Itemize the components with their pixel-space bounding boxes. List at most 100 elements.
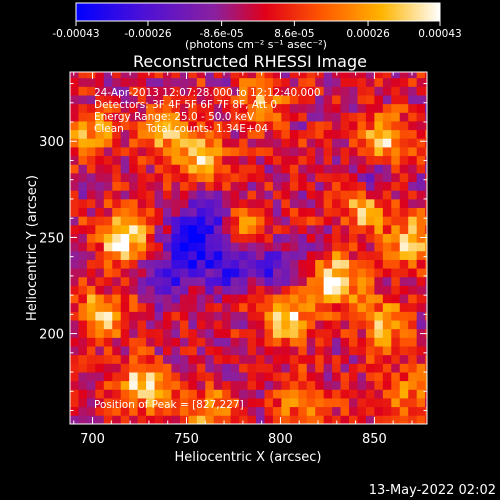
heatmap-cell	[256, 147, 265, 157]
heatmap-cell	[306, 302, 316, 312]
heatmap-cell	[179, 95, 189, 105]
heatmap-cell	[264, 129, 274, 139]
heatmap-cell	[289, 77, 299, 87]
heatmap-cell	[323, 328, 333, 338]
heatmap-cell	[382, 311, 392, 321]
heatmap-cell	[78, 216, 88, 226]
heatmap-cell	[222, 389, 232, 399]
heatmap-cell	[95, 138, 105, 148]
heatmap-cell	[179, 72, 189, 79]
heatmap-cell	[129, 268, 139, 278]
heatmap-cell	[298, 268, 308, 278]
heatmap-cell	[323, 155, 333, 165]
heatmap-cell	[230, 398, 240, 408]
heatmap-cell	[230, 224, 240, 234]
heatmap-cell	[163, 95, 172, 105]
heatmap-cell	[281, 147, 291, 157]
heatmap-cell	[163, 320, 172, 330]
heatmap-cell	[137, 311, 147, 321]
heatmap-cell	[86, 72, 96, 79]
heatmap-cell	[399, 389, 409, 399]
heatmap-cell	[247, 181, 257, 191]
heatmap-cell	[163, 337, 172, 347]
heatmap-cell	[213, 216, 223, 226]
heatmap-cell	[332, 250, 341, 260]
heatmap-cell	[298, 294, 308, 304]
heatmap-cell	[95, 294, 105, 304]
heatmap-cell	[86, 86, 96, 96]
heatmap-cell	[416, 268, 426, 278]
heatmap-cell	[281, 398, 291, 408]
heatmap-cell	[120, 112, 130, 122]
heatmap-cell	[103, 337, 113, 347]
heatmap-cell	[256, 372, 265, 382]
heatmap-cell	[289, 389, 299, 399]
heatmap-cell	[222, 380, 232, 390]
x-tick-label: 700	[80, 432, 105, 447]
heatmap-cell	[349, 86, 358, 96]
heatmap-cell	[323, 389, 333, 399]
heatmap-cell	[120, 302, 130, 312]
heatmap-cell	[188, 77, 198, 87]
heatmap-cell	[256, 103, 265, 113]
heatmap-cell	[399, 112, 409, 122]
heatmap-cell	[315, 77, 325, 87]
heatmap-cell	[137, 190, 147, 200]
heatmap-cell	[332, 155, 341, 165]
heatmap-cell	[391, 285, 401, 295]
heatmap-cell	[103, 190, 113, 200]
heatmap-cell	[382, 112, 392, 122]
heatmap-cell	[357, 155, 367, 165]
heatmap-cell	[239, 147, 248, 157]
heatmap-cell	[315, 354, 325, 364]
heatmap-cell	[281, 112, 291, 122]
heatmap-cell	[408, 354, 418, 364]
heatmap-cell	[416, 164, 426, 174]
heatmap-cell	[103, 285, 113, 295]
heatmap-cell	[247, 268, 257, 278]
heatmap-cell	[399, 138, 409, 148]
heatmap-cell	[365, 147, 375, 157]
heatmap-cell	[408, 363, 418, 373]
heatmap-cell	[399, 181, 409, 191]
heatmap-cell	[340, 198, 350, 209]
heatmap-cell	[205, 155, 215, 165]
heatmap-cell	[272, 415, 282, 424]
heatmap-cell	[365, 172, 375, 183]
heatmap-cell	[247, 129, 257, 139]
heatmap-cell	[146, 398, 155, 408]
heatmap-cell	[315, 398, 325, 408]
heatmap-cell	[408, 398, 418, 408]
heatmap-cell	[188, 129, 198, 139]
heatmap-cell	[408, 129, 418, 139]
heatmap-cell	[146, 112, 155, 122]
heatmap-cell	[129, 138, 139, 148]
heatmap-cell	[306, 259, 316, 269]
heatmap-cell	[112, 155, 122, 165]
heatmap-cell	[179, 389, 189, 399]
heatmap-cell	[129, 129, 139, 139]
heatmap-cell	[129, 216, 139, 226]
heatmap-cell	[137, 406, 147, 416]
heatmap-cell	[213, 268, 223, 278]
heatmap-cell	[323, 216, 333, 226]
heatmap-cell	[137, 268, 147, 278]
heatmap-cell	[416, 346, 426, 356]
heatmap-cell	[154, 346, 164, 356]
heatmap-cell	[399, 294, 409, 304]
heatmap-cell	[272, 294, 282, 304]
heatmap-cell	[70, 276, 79, 286]
heatmap-cell	[188, 259, 198, 269]
heatmap-cell	[315, 121, 325, 131]
heatmap-cell	[112, 389, 122, 399]
heatmap-cell	[315, 337, 325, 347]
heatmap-cell	[103, 172, 113, 183]
heatmap-cell	[196, 86, 206, 96]
heatmap-cell	[154, 129, 164, 139]
heatmap-cell	[112, 103, 122, 113]
heatmap-cell	[340, 380, 350, 390]
heatmap-cell	[247, 302, 257, 312]
heatmap-cell	[332, 77, 341, 87]
heatmap-cell	[391, 250, 401, 260]
heatmap-cell	[239, 363, 248, 373]
